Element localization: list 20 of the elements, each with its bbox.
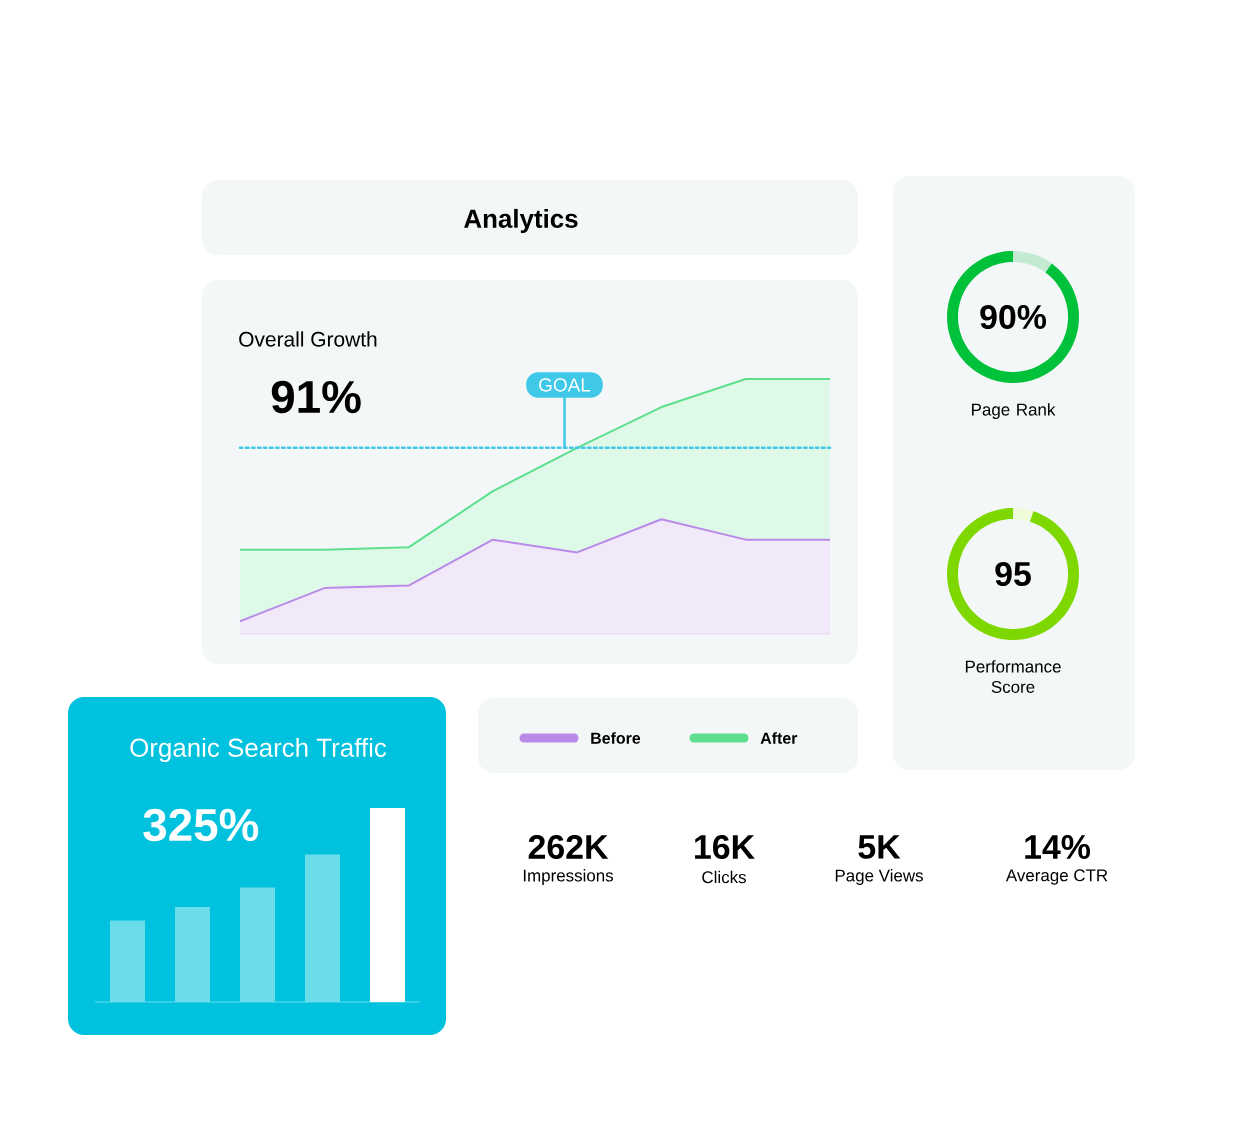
text: 95 (995, 562, 1031, 586)
text: 262K (528, 835, 609, 859)
text: 16K (695, 835, 755, 859)
annotation: 91% (271, 380, 361, 414)
text: Impressions (523, 869, 614, 885)
chart-subtitle: Overall Growth (239, 331, 377, 347)
text: 5K (858, 835, 901, 859)
text: 90% (980, 305, 1047, 329)
text: Performance Score (965, 660, 1061, 693)
legend-label: Before (591, 732, 641, 744)
legend-label: After (760, 732, 798, 744)
text: 14% (1025, 835, 1091, 859)
ref-line-label: GOAL (539, 378, 591, 392)
text: Clicks (702, 870, 746, 884)
text: Page Views (835, 869, 923, 885)
text: Page Rank (972, 403, 1056, 419)
text: Average CTR (1005, 869, 1108, 885)
chart-title: Organic Search Traffic (130, 737, 387, 763)
annotation: 325% (143, 808, 259, 842)
chart-title: Analytics (464, 208, 578, 234)
